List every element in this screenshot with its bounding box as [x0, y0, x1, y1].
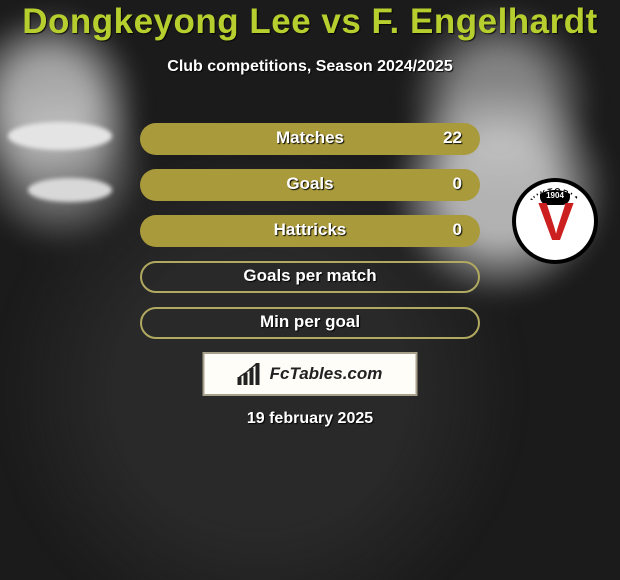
- comparison-card: Dongkeyong Lee vs F. Engelhardt Club com…: [0, 0, 620, 580]
- stat-pill: [140, 215, 480, 247]
- stat-pill: [140, 169, 480, 201]
- stat-pill: [140, 307, 480, 339]
- crest-placeholder: [8, 122, 112, 150]
- crest-letter: V: [538, 195, 572, 249]
- crest-placeholder: [28, 178, 112, 202]
- subtitle: Club competitions, Season 2024/2025: [0, 58, 620, 76]
- stat-value-right: 22: [443, 128, 462, 148]
- brand-box[interactable]: FcTables.com: [203, 352, 418, 396]
- crest-inner: 1904 V: [524, 190, 586, 252]
- brand-text: FcTables.com: [270, 364, 383, 384]
- right-club-crest: VIKTORIA KÖLN 1904 V: [512, 178, 598, 264]
- bars-icon: [238, 363, 262, 385]
- date: 19 february 2025: [0, 410, 620, 428]
- stat-pill: [140, 261, 480, 293]
- stat-value-right: 0: [453, 174, 462, 194]
- stat-row: Min per goal: [0, 300, 620, 346]
- page-title: Dongkeyong Lee vs F. Engelhardt: [0, 2, 620, 42]
- stat-value-right: 0: [453, 220, 462, 240]
- stat-pill: [140, 123, 480, 155]
- content: Dongkeyong Lee vs F. Engelhardt Club com…: [0, 0, 620, 580]
